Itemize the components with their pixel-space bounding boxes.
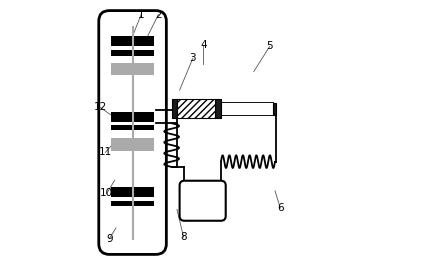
Text: 2: 2 bbox=[155, 10, 162, 20]
Text: 6: 6 bbox=[277, 203, 284, 213]
FancyBboxPatch shape bbox=[99, 11, 166, 254]
Bar bbox=[111, 112, 155, 122]
Text: 8: 8 bbox=[180, 232, 187, 242]
Bar bbox=[273, 103, 276, 115]
Bar bbox=[111, 187, 155, 197]
Text: 12: 12 bbox=[94, 102, 107, 112]
Text: 5: 5 bbox=[266, 41, 273, 51]
Bar bbox=[215, 99, 221, 118]
Text: 1: 1 bbox=[138, 10, 144, 20]
Text: 11: 11 bbox=[99, 147, 112, 157]
Bar bbox=[111, 63, 155, 75]
Bar bbox=[111, 125, 155, 130]
Bar bbox=[221, 103, 273, 115]
Bar bbox=[111, 50, 155, 56]
Text: 4: 4 bbox=[200, 40, 207, 50]
FancyBboxPatch shape bbox=[180, 181, 226, 221]
Text: 3: 3 bbox=[190, 53, 196, 63]
Bar bbox=[111, 138, 155, 151]
Text: 7: 7 bbox=[214, 212, 220, 222]
Bar bbox=[172, 99, 178, 118]
Bar bbox=[111, 201, 155, 206]
Bar bbox=[111, 36, 155, 46]
Text: 9: 9 bbox=[106, 233, 113, 244]
Text: 10: 10 bbox=[100, 188, 113, 198]
Bar bbox=[178, 99, 215, 118]
